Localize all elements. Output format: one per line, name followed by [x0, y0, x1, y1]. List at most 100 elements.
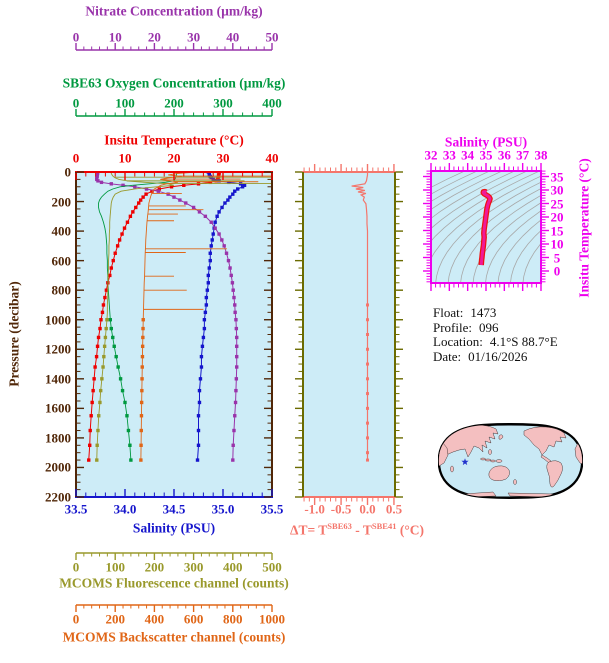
ts-temperature-right-tick-label: 10 — [550, 236, 564, 252]
map-land-japan — [498, 434, 504, 440]
pressure-left-tick-label: 600 — [51, 253, 72, 269]
backscatter-tick-label: 1000 — [259, 611, 285, 627]
map-land-south-america — [546, 460, 563, 488]
pressure-axis-title: Pressure (decibar) — [6, 281, 22, 387]
nitrate-tick-label: 0 — [72, 29, 80, 45]
temperature-tick-label: 0 — [72, 150, 80, 166]
pressure-left-tick-label: 2200 — [45, 489, 71, 505]
ts-salinity-axis-title: Salinity (PSU) — [444, 134, 528, 150]
ts-temperature-right-tick-label: 15 — [550, 223, 564, 238]
temperature-tick-label: 20 — [167, 150, 181, 166]
info-line-float: Float: 1473 — [433, 305, 558, 321]
pressure-left-tick-label: 0 — [64, 164, 72, 180]
ts-temperature-right-tick-label: 0 — [553, 263, 561, 279]
pressure-left-tick-label: 2000 — [45, 459, 71, 475]
oxygen-axis-title: SBE63 Oxygen Concentration (µm/kg) — [62, 75, 286, 91]
oxygen-tick-label: 100 — [115, 95, 135, 111]
ts-temperature-left-ticks — [423, 170, 430, 283]
fluorescence-tick-label: 0 — [72, 559, 80, 575]
ts-salinity-top-tick-label: 38 — [534, 147, 548, 163]
float-location-star — [461, 458, 469, 466]
info-line-date: Date: 01/16/2026 — [433, 348, 558, 365]
map-land-new-zealand — [513, 479, 517, 485]
pressure-left-tick-label: 1600 — [45, 400, 71, 416]
backscatter-tick-label: 200 — [105, 611, 125, 627]
ts-salinity-top-tick-label: 34 — [461, 147, 475, 163]
temperature-ticks — [75, 173, 273, 180]
backscatter-tick-label: 800 — [223, 611, 243, 627]
map-land-indonesia — [484, 458, 492, 462]
delta-t-bottom-tick-label: -1.0 — [304, 501, 325, 517]
map-land-australia — [488, 465, 510, 482]
world-map — [438, 423, 583, 499]
info-value: 01/16/2026 — [468, 348, 528, 364]
info-label: Location: — [433, 334, 483, 349]
backscatter-tick-label: 400 — [144, 611, 165, 627]
delta-t-axis-title: ΔT= TSBE63 - TSBE41 (°C) — [290, 520, 424, 537]
backscatter-tick-label: 0 — [72, 611, 80, 627]
salinity-tick-label: 34.5 — [162, 501, 186, 517]
delta-t-curve — [351, 173, 370, 462]
pressure-left-tick-label: 1000 — [45, 312, 71, 328]
ts-salinity-top-tick-label: 33 — [442, 147, 456, 163]
salinity-tick-label: 33.5 — [64, 501, 88, 517]
fluorescence-axis-title: MCOMS Fluorescence channel (counts) — [59, 575, 289, 591]
ts-salinity-top-tick-label: 35 — [479, 147, 493, 163]
delta-t-title-sup2: SBE41 — [371, 520, 397, 531]
salinity-ticks — [75, 489, 273, 496]
salinity-tick-label: 35.5 — [260, 501, 284, 517]
delta-t-bottom-tick-label: -0.5 — [330, 501, 352, 517]
backscatter-axis-title: MCOMS Backscatter channel (counts) — [62, 629, 286, 645]
fluorescence-tick-label: 200 — [144, 559, 165, 575]
info-line-profile: Profile: 096 — [433, 319, 558, 336]
ts-track-line — [479, 190, 492, 266]
ts-temperature-right-tick-label: 30 — [550, 182, 564, 198]
oxygen-tick-label: 400 — [262, 95, 282, 111]
pressure-left-tick-label: 400 — [51, 223, 72, 239]
delta-t-title-sup1: SBE63 — [327, 520, 352, 531]
backscatter-tick-label: 600 — [183, 611, 204, 627]
ts-salinity-top-tick-label: 37 — [516, 147, 530, 163]
ts-temperature-right-tick-label: 5 — [553, 250, 561, 265]
ts-temperature-right-ticks — [542, 170, 549, 283]
profile-panel-background — [76, 172, 272, 497]
delta-t-title-pre: ΔT= T — [290, 522, 328, 538]
info-value: 4.1°S 88.7°E — [489, 334, 558, 349]
oxygen-ticks — [75, 109, 273, 116]
nitrate-tick-label: 20 — [147, 29, 161, 45]
info-value: 1473 — [470, 305, 497, 320]
salinity-axis-title: Salinity (PSU) — [132, 520, 216, 536]
map-land-north-america — [523, 426, 567, 456]
map-land-indonesia — [480, 457, 486, 461]
info-label: Float: — [433, 305, 464, 320]
info-label: Profile: — [433, 319, 472, 335]
map-land-madagascar — [450, 465, 454, 473]
backscatter-ticks — [75, 605, 273, 612]
nitrate-tick-label: 40 — [226, 29, 240, 45]
delta-t-bottom-tick-label: 0.5 — [385, 501, 403, 517]
delta-t-top-ticks — [303, 164, 395, 171]
fluorescence-tick-label: 500 — [262, 559, 282, 575]
pressure-right-ticks — [264, 171, 271, 498]
float-info-block: Float: 1473 Profile: 096 Location: 4.1°S 88… — [433, 305, 558, 365]
ts-salinity-top-tick-label: 32 — [424, 147, 438, 163]
salinity-tick-label: 35.0 — [211, 501, 235, 517]
ts-temperature-axis-title: Insitu Temperature (°C) — [576, 158, 592, 298]
nitrate-tick-label: 10 — [108, 29, 122, 45]
nitrate-ticks — [75, 43, 273, 50]
ts-temperature-right-tick-label: 25 — [550, 196, 564, 211]
fluorescence-tick-label: 100 — [105, 559, 125, 575]
ts-temperature-right-tick-label: 35 — [550, 169, 564, 184]
fluorescence-tick-label: 400 — [223, 559, 243, 575]
ts-salinity-top-ticks — [430, 163, 542, 170]
info-label: Date: — [433, 348, 462, 364]
ts-temperature-right-tick-label: 20 — [550, 209, 564, 225]
info-value: 096 — [479, 319, 499, 335]
oxygen-tick-label: 300 — [213, 95, 233, 111]
oxygen-tick-label: 0 — [72, 95, 80, 111]
delta-t-pressure-right-ticks — [396, 171, 403, 498]
delta-t-title-post: (°C) — [396, 522, 424, 538]
salinity-tick-label: 34.0 — [113, 501, 137, 517]
